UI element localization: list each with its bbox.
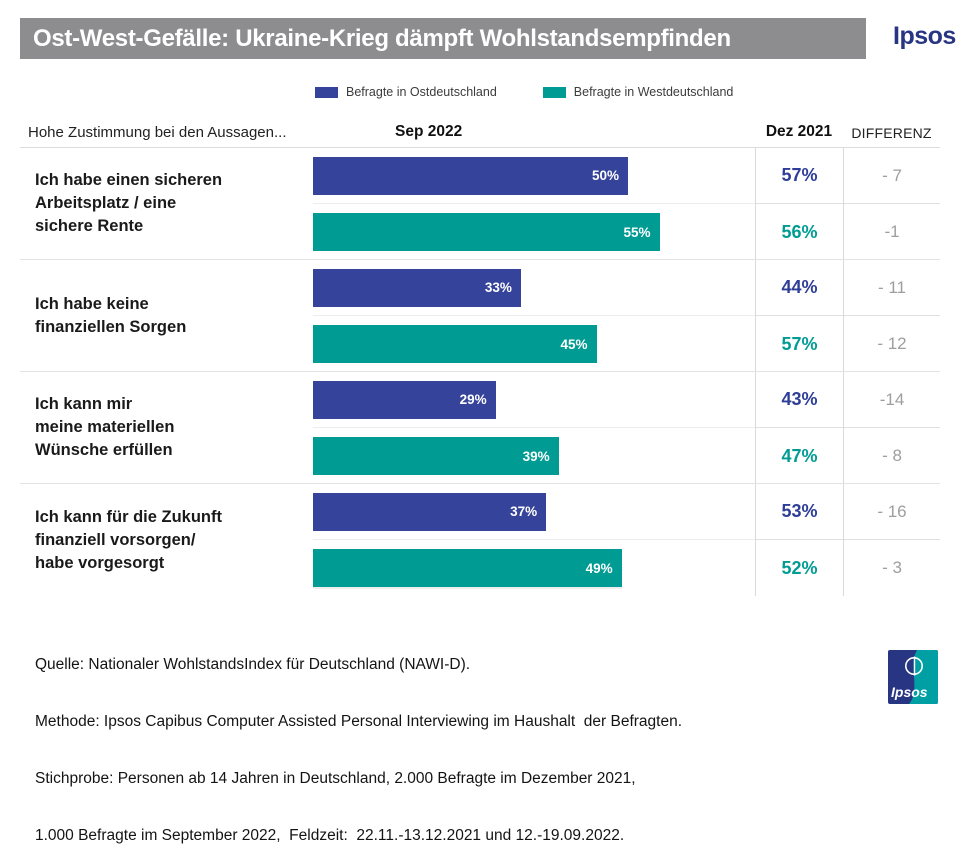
table-row: Ich kann für die Zukunft finanziell vors… — [20, 484, 940, 596]
bar-value-label: 33% — [484, 280, 512, 295]
title-bar: Ost-West-Gefälle: Ukraine-Krieg dämpft W… — [20, 18, 866, 59]
bar-value-label: 50% — [591, 168, 619, 183]
dez2021-west-value: 56% — [781, 221, 818, 242]
differenz-east-value: - 7 — [844, 148, 940, 204]
differenz-west-value: -1 — [884, 222, 900, 241]
column-headers: Hohe Zustimmung bei den Aussagen... Sep … — [20, 112, 940, 148]
ipsos-wordmark: Ipsos — [893, 22, 956, 50]
statement-label: Ich kann für die Zukunft finanziell vors… — [35, 507, 223, 572]
differenz-column: - 11 - 12 — [843, 260, 940, 371]
table-row: Ich kann mir meine materiellen Wünsche e… — [20, 372, 940, 484]
dez2021-east-value: 57% — [756, 148, 843, 204]
ipsos-logo: Ipsos — [888, 650, 938, 704]
west-bar: 49% — [313, 549, 622, 587]
table-row: Ich habe keine finanziellen Sorgen 33% 4… — [20, 260, 940, 372]
header-differenz: DIFFERENZ — [851, 125, 932, 141]
dez2021-west-value: 57% — [781, 333, 818, 354]
legend-item-east: Befragte in Ostdeutschland — [315, 85, 497, 99]
differenz-east-value: - 16 — [844, 484, 940, 540]
legend-label-west: Befragte in Westdeutschland — [573, 85, 734, 99]
dez2021-column: 57% 56% — [755, 148, 843, 259]
differenz-column: -14 - 8 — [843, 372, 940, 483]
source-line: Stichprobe: Personen ab 14 Jahren in Deu… — [35, 770, 636, 787]
differenz-west-value: - 8 — [882, 446, 902, 465]
slide: { "header": { "title": "Ost-West-Gefälle… — [20, 18, 957, 844]
page-title: Ost-West-Gefälle: Ukraine-Krieg dämpft W… — [33, 24, 731, 52]
ipsos-logo-icon: Ipsos — [888, 650, 938, 704]
dez2021-east-value: 44% — [756, 260, 843, 316]
svg-text:Ipsos: Ipsos — [891, 684, 928, 700]
west-bar: 45% — [313, 325, 597, 363]
differenz-east-value: -14 — [844, 372, 940, 428]
dez2021-west-value: 47% — [781, 445, 818, 466]
bar-value-label: 29% — [459, 392, 487, 407]
bar-value-label: 37% — [510, 504, 538, 519]
east-bar: 29% — [313, 380, 496, 419]
table-row: Ich habe einen sicheren Arbeitsplatz / e… — [20, 148, 940, 260]
dez2021-column: 43% 47% — [755, 372, 843, 483]
dez2021-column: 44% 57% — [755, 260, 843, 371]
statement-label: Ich habe keine finanziellen Sorgen — [35, 294, 187, 336]
east-bar: 50% — [313, 156, 628, 195]
statement-label: Ich habe einen sicheren Arbeitsplatz / e… — [35, 171, 223, 235]
west-bar: 55% — [313, 213, 660, 251]
east-bar: 37% — [313, 492, 547, 531]
header-statements: Hohe Zustimmung bei den Aussagen... — [28, 124, 287, 141]
legend-item-west: Befragte in Westdeutschland — [542, 85, 734, 99]
legend: Befragte in Ostdeutschland Befragte in W… — [315, 85, 733, 99]
bars-column: 29% 39% — [313, 372, 755, 483]
bars-column: 37% 49% — [313, 484, 755, 596]
chart-table: Ich habe einen sicheren Arbeitsplatz / e… — [20, 147, 940, 596]
differenz-west-value: - 12 — [877, 334, 907, 353]
header-sep2022-wrap: Sep 2022 — [313, 123, 755, 141]
source-note: Quelle: Nationaler WohlstandsIndex für D… — [35, 617, 682, 864]
header-sep2022: Sep 2022 — [395, 123, 463, 140]
source-line: Methode: Ipsos Capibus Computer Assisted… — [35, 713, 683, 730]
source-line: Quelle: Nationaler WohlstandsIndex für D… — [35, 656, 471, 673]
east-bar: 33% — [313, 268, 521, 307]
dez2021-east-value: 53% — [756, 484, 843, 540]
west-swatch-icon — [542, 86, 566, 98]
dez2021-column: 53% 52% — [755, 484, 843, 596]
statement-label: Ich kann mir meine materiellen Wünsche e… — [35, 395, 175, 459]
bars-column: 50% 55% — [313, 148, 755, 259]
differenz-east-value: - 11 — [844, 260, 940, 316]
header-dez2021: Dez 2021 — [765, 123, 833, 140]
dez2021-west-value: 52% — [781, 557, 818, 578]
bar-value-label: 39% — [522, 448, 550, 464]
dez2021-east-value: 43% — [756, 372, 843, 428]
bars-column: 33% 45% — [313, 260, 755, 371]
east-swatch-icon — [315, 86, 338, 98]
legend-label-east: Befragte in Ostdeutschland — [346, 85, 497, 99]
bar-value-label: 55% — [623, 224, 651, 240]
bar-value-label: 49% — [585, 560, 613, 576]
bar-value-label: 45% — [560, 336, 588, 352]
source-line: 1.000 Befragte im September 2022, Feldze… — [35, 827, 625, 844]
differenz-column: - 16 - 3 — [843, 484, 940, 596]
differenz-west-value: - 3 — [882, 558, 902, 577]
differenz-column: - 7 -1 — [843, 148, 940, 259]
west-bar: 39% — [313, 437, 559, 475]
